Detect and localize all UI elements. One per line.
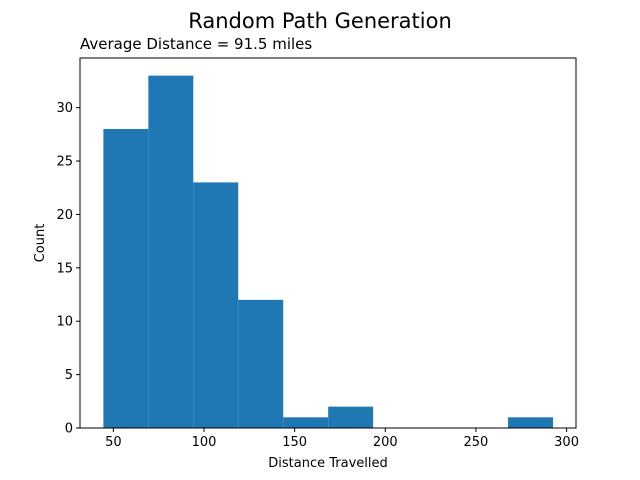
histogram-bar [283, 417, 329, 428]
y-axis-label: Count [33, 224, 48, 263]
histogram-bars [103, 75, 553, 428]
histogram-bar [238, 299, 284, 428]
y-tick-label: 30 [56, 101, 73, 116]
x-tick-label: 100 [192, 435, 217, 450]
histogram-bar [508, 417, 553, 428]
plot-frame [79, 57, 577, 429]
x-tick-label: 200 [373, 435, 398, 450]
y-tick-label: 25 [56, 155, 73, 170]
chart-title: Random Path Generation [188, 9, 452, 33]
histogram-bar [103, 129, 149, 428]
y-tick-label: 10 [56, 315, 73, 330]
y-tick-label: 5 [65, 368, 73, 383]
chart-subtitle: Average Distance = 91.5 miles [80, 35, 312, 53]
y-tick-label: 20 [56, 208, 73, 223]
histogram-bar [328, 406, 374, 428]
histogram-bar [193, 182, 239, 428]
histogram-bar [148, 75, 194, 428]
x-axis-label: Distance Travelled [268, 456, 387, 471]
x-tick-label: 150 [282, 435, 307, 450]
x-tick-label: 300 [554, 435, 579, 450]
x-tick-label: 50 [105, 435, 122, 450]
y-tick-label: 0 [65, 422, 73, 437]
x-tick-label: 250 [464, 435, 489, 450]
y-tick-label: 15 [56, 261, 73, 276]
x-axis-ticks: 50 100 150 200 250 300 [105, 428, 579, 450]
y-axis-ticks: 0 5 10 15 20 25 30 [56, 101, 80, 437]
